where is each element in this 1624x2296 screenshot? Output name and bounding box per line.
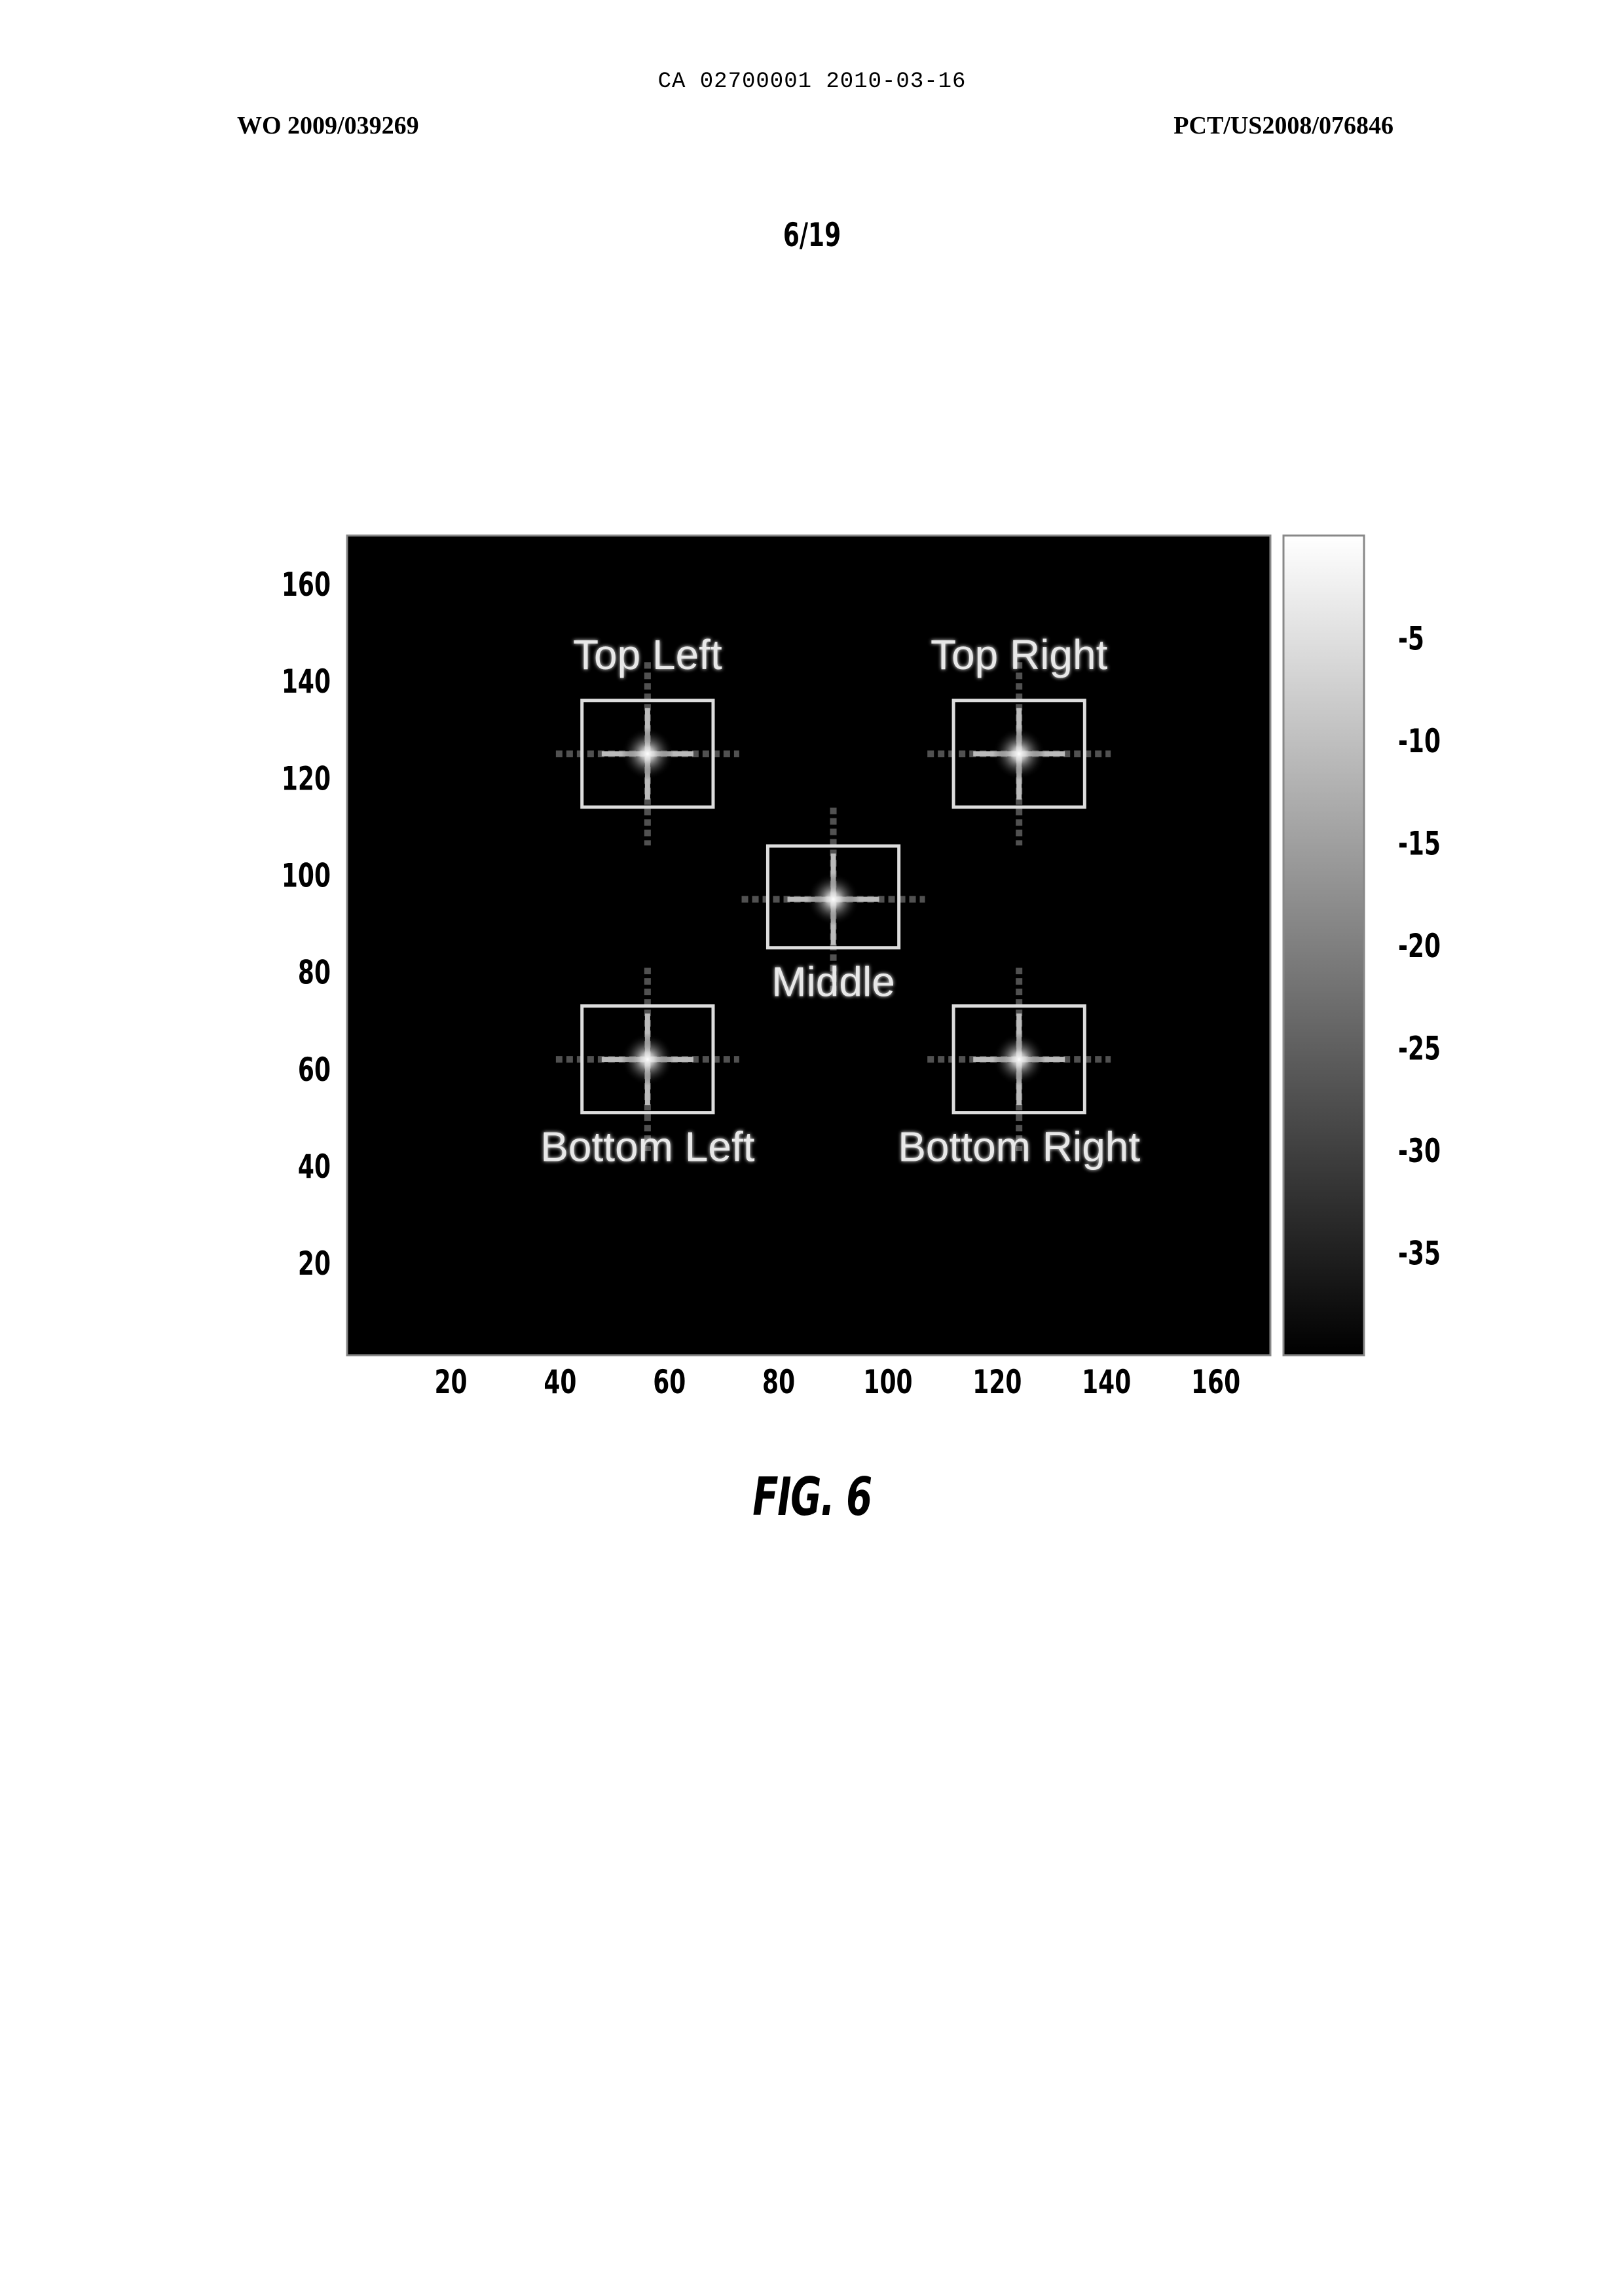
region-label: Top Right [931,631,1108,678]
colorbar-tick-label: -10 [1398,723,1441,760]
y-tick-label: 60 [298,1051,331,1089]
colorbar-tick-label: -20 [1398,928,1441,965]
colorbar-tick-label: -30 [1398,1133,1441,1170]
colorbar-tick-label: -25 [1398,1030,1441,1068]
plot-area [347,536,1270,1355]
y-tick-label: 20 [298,1245,331,1283]
colorbar-tick-label: -15 [1398,826,1441,863]
x-tick-label: 140 [1082,1364,1131,1401]
figure-caption: FIG. 6 [227,1467,1397,1527]
y-tick-label: 80 [298,955,331,992]
y-tick-label: 100 [282,858,331,895]
y-tick-label: 160 [282,566,331,604]
x-tick-label: 60 [653,1364,686,1401]
y-tick-label: 120 [282,761,331,798]
colorbar-tick-label: -5 [1398,621,1424,658]
y-tick-label: 140 [282,663,331,701]
point-target [993,1033,1045,1085]
point-target [807,873,860,926]
x-tick-label: 100 [863,1364,912,1401]
point-target [621,1033,674,1085]
x-tick-label: 40 [544,1364,576,1401]
region-label: Bottom Left [540,1123,755,1171]
x-tick-label: 120 [972,1364,1022,1401]
point-target [993,727,1045,780]
x-tick-label: 20 [434,1364,467,1401]
region-label: Bottom Right [898,1123,1140,1171]
point-target [621,727,674,780]
colorbar-tick-label: -35 [1398,1235,1441,1273]
region-label: Middle [771,958,895,1006]
region-label: Top Left [573,631,722,678]
y-tick-label: 40 [298,1148,331,1186]
colorbar [1283,536,1364,1355]
x-tick-label: 80 [762,1364,795,1401]
x-tick-label: 160 [1191,1364,1240,1401]
